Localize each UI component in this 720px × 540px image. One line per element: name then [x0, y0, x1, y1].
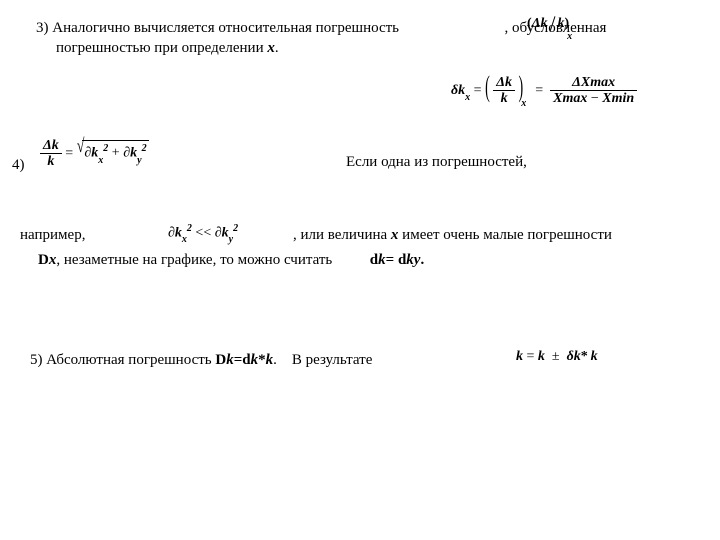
- f4-dk1: ∂k: [168, 226, 182, 241]
- f2-Xmin: Xmin: [602, 91, 634, 106]
- example-row: например, , или величина x имеет очень м…: [20, 225, 700, 245]
- f5-k3: k: [591, 349, 598, 364]
- f3-dk1: ∂k: [84, 146, 98, 161]
- f2-k: k: [501, 91, 508, 106]
- f5-k1: k: [516, 349, 523, 364]
- formula-delta-kx-expand: δkx = ( Δk k )x = ΔXmax Xmax − Xmin: [451, 75, 637, 107]
- f2-Xmax: Xmax: [553, 91, 587, 106]
- var-x2: x: [391, 227, 399, 243]
- p5-k2: k: [251, 352, 259, 368]
- formula-kx-ll-ky: ∂kx2 << ∂ky2: [168, 222, 238, 245]
- formula-k-result: k = k ± δk* k: [516, 348, 598, 367]
- example-row2: Dx, незаметные на графике, то можно счит…: [38, 250, 698, 270]
- var-x: x: [267, 40, 275, 56]
- f4-y: y: [229, 234, 233, 245]
- f3-Dk: Δk: [43, 138, 59, 153]
- f4-dk2: ∂k: [215, 226, 229, 241]
- f2-Dk: Δk: [496, 75, 512, 90]
- f2-DXmax: ΔXmax: [572, 75, 615, 90]
- dky-k: k: [406, 252, 414, 268]
- example-row2-a: , незаметные на графике, то можно считат…: [56, 252, 332, 268]
- point-4-righttext: Если одна из погрешностей,: [346, 152, 527, 172]
- example-mid: , или величина: [293, 227, 391, 243]
- point-3-line1-a: 3) Аналогично вычисляется относительная …: [36, 20, 399, 36]
- formula-dk-over-k-x: (Δk k)x: [527, 15, 574, 34]
- f2-x1: x: [465, 92, 470, 103]
- point-3-line2a: погрешностью при определении: [56, 40, 267, 56]
- page: 3) Аналогично вычисляется относительная …: [0, 0, 720, 540]
- f3-dk2: ∂k: [123, 146, 137, 161]
- point-5-b: В результате: [292, 352, 373, 368]
- point-3-dot: .: [275, 40, 279, 56]
- p5-k3: k: [266, 352, 274, 368]
- example-tail: имеет очень малые погрешности: [402, 227, 612, 243]
- f4-x: x: [182, 234, 187, 245]
- point-3-text: 3) Аналогично вычисляется относительная …: [28, 18, 692, 59]
- f2-dk: δk: [451, 83, 465, 98]
- point-4-text: Если одна из погрешностей,: [346, 154, 527, 170]
- f3-y: y: [137, 155, 141, 166]
- example-word: например,: [20, 227, 85, 243]
- point-5-a: 5) Абсолютная погрешность: [30, 352, 215, 368]
- f1-dK: Δk: [532, 16, 548, 31]
- f3-x: x: [98, 155, 103, 166]
- p5-k1: k: [226, 352, 234, 368]
- dk-k: k: [378, 252, 386, 268]
- f5-dk: δk: [567, 349, 581, 364]
- f1-x: x: [567, 31, 572, 42]
- f5-k2: k: [538, 349, 545, 364]
- point-4-num: 4): [12, 157, 25, 173]
- f3-k: k: [47, 154, 54, 169]
- f2-x2: x: [521, 98, 526, 109]
- formula-dk-over-k-sqrt: Δk k = √ ∂kx2 + ∂ky2: [40, 138, 149, 170]
